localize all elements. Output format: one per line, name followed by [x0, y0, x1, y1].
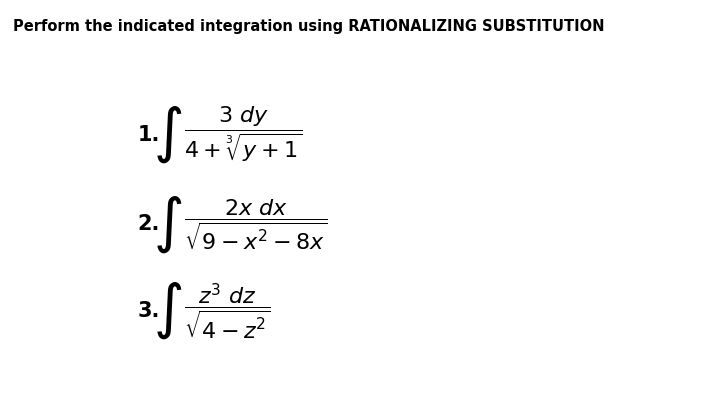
Text: 2.: 2. — [138, 215, 160, 235]
Text: $\dfrac{z^3\ dz}{\sqrt{4-z^2}}$: $\dfrac{z^3\ dz}{\sqrt{4-z^2}}$ — [184, 281, 271, 341]
Text: $\int$: $\int$ — [153, 194, 183, 255]
Text: $\int$: $\int$ — [153, 281, 183, 341]
Text: 3.: 3. — [138, 301, 160, 321]
Text: $\int$: $\int$ — [153, 104, 183, 165]
Text: Perform the indicated integration using RATIONALIZING SUBSTITUTION: Perform the indicated integration using … — [13, 19, 605, 34]
Text: 1.: 1. — [138, 125, 160, 145]
Text: $\dfrac{3\ dy}{4 + \sqrt[3]{y+1}}$: $\dfrac{3\ dy}{4 + \sqrt[3]{y+1}}$ — [184, 105, 302, 164]
Text: $\dfrac{2x\ dx}{\sqrt{9-x^2-8x}}$: $\dfrac{2x\ dx}{\sqrt{9-x^2-8x}}$ — [184, 197, 327, 252]
